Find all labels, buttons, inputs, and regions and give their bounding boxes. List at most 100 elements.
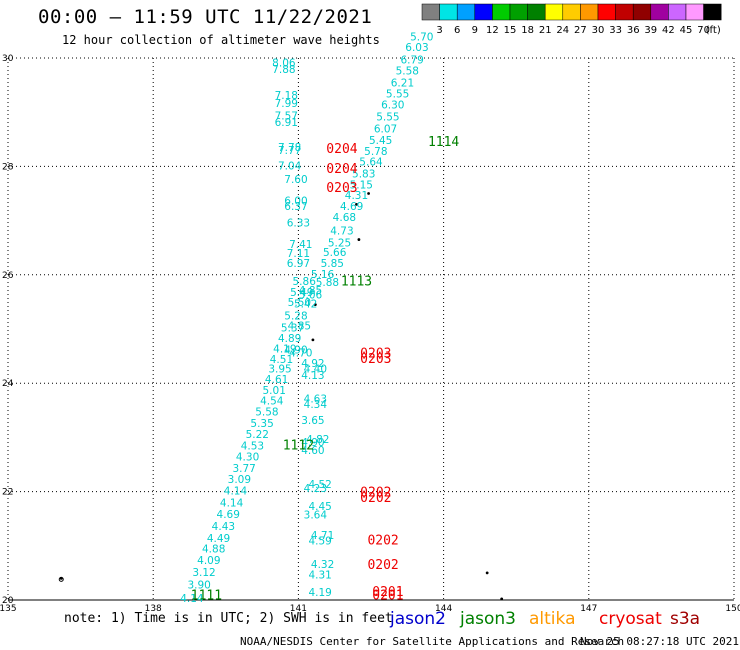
wave-height-label: 6.21: [391, 77, 414, 89]
wave-height-label: 4.14: [180, 593, 204, 605]
y-tick-label: 22: [2, 488, 13, 498]
wave-height-label: 7.77: [278, 145, 301, 157]
y-tick-label: 28: [2, 162, 14, 172]
wave-height-label: 4.59: [308, 535, 331, 547]
wave-height-label: 4.23: [304, 483, 327, 495]
pass-time-label: 0204: [326, 142, 357, 157]
credit-text: NOAA/NESDIS Center for Satellite Applica…: [240, 635, 625, 648]
wave-height-label: 4.69: [217, 509, 240, 521]
colorbar-swatch: [703, 3, 722, 21]
wave-height-label: 7.18: [275, 90, 298, 102]
wave-height-label: 4.69: [340, 201, 363, 213]
colorbar-label: (ft): [706, 25, 721, 36]
wave-height-label: 4.45: [308, 501, 331, 513]
colorbar-label: 36: [627, 25, 640, 36]
wave-height-label: 5.25: [328, 237, 351, 249]
wave-height-label: 3.90: [187, 579, 210, 591]
wave-height-label: 4.85: [288, 320, 311, 332]
wave-height-label: 4.52: [308, 479, 331, 491]
wave-height-label: 7.99: [275, 98, 298, 110]
wave-height-label: 4.31: [345, 190, 368, 202]
wave-height-label: 4.40: [304, 364, 327, 376]
colorbar-label: 18: [521, 25, 534, 36]
wave-height-label: 4.19: [308, 587, 331, 599]
wave-height-label: 5.35: [250, 418, 273, 430]
wave-height-label: 5.66: [323, 247, 347, 259]
wave-height-label: 4.92: [301, 358, 324, 370]
wave-height-label: 6.33: [287, 217, 310, 229]
wave-height-label: 5.22: [246, 429, 269, 441]
wave-height-label: 4.30: [236, 451, 259, 463]
wave-height-label: 4.73: [330, 225, 353, 237]
wave-height-label: 4.43: [212, 521, 235, 533]
wave-height-label: 4.34: [304, 399, 328, 411]
legend-jason2: jason2: [390, 609, 446, 629]
colorbar-label: 9: [472, 25, 478, 36]
wave-height-label: 7.60: [284, 174, 307, 186]
wave-height-label: 6.30: [381, 100, 404, 112]
colorbar-label: 33: [609, 25, 622, 36]
island-marker: [313, 303, 317, 307]
wave-height-label: 4.63: [304, 393, 327, 405]
legend-s3a: s3a: [670, 609, 701, 629]
pass-time-label: 0203: [326, 181, 357, 196]
wave-height-label: 4.90: [301, 437, 324, 449]
wave-height-label: 6.97: [287, 258, 310, 270]
wave-height-label: 5.16: [311, 269, 335, 281]
pass-time-label: 0202: [360, 491, 391, 506]
wave-height-label: 5.70: [410, 31, 433, 43]
island-marker: [367, 192, 370, 195]
pass-time-label: 1113: [341, 274, 372, 289]
colorbar-label: 45: [680, 25, 693, 36]
colorbar-label: 39: [644, 25, 657, 36]
wave-height-label: 5.58: [396, 66, 419, 78]
wave-height-label: 6.37: [284, 201, 307, 213]
y-tick-label: 24: [2, 379, 14, 389]
wave-height-label: 5.45: [369, 135, 392, 147]
colorbar-label: 3: [436, 25, 442, 36]
wave-height-label: 3.77: [232, 463, 255, 475]
wave-height-label: 4.09: [197, 555, 220, 567]
island-marker: [355, 202, 358, 206]
wave-height-label: 8.06: [272, 57, 296, 69]
y-tick-label: 30: [2, 54, 14, 64]
wave-height-label: 5.01: [263, 385, 286, 397]
colorbar-label: 24: [556, 25, 569, 36]
wave-height-label: 4.82: [306, 434, 329, 446]
chart-title: 00:00 – 11:59 UTC 11/22/2021: [38, 6, 373, 28]
wave-height-label: 3.12: [192, 567, 215, 579]
wave-height-label: 5.42: [294, 299, 317, 311]
island-marker: [58, 576, 64, 582]
wave-height-label: 4.14: [224, 486, 248, 498]
colorbar-label: 15: [504, 25, 517, 36]
note-text: note: 1) Time is in UTC; 2) SWH is in fe…: [64, 611, 393, 626]
wave-height-label: 4.88: [202, 544, 225, 556]
pass-time-label: 1111: [191, 589, 222, 604]
pass-time-label: 0204: [326, 162, 357, 177]
wave-height-label: 5.50: [288, 297, 311, 309]
colorbar-label: 12: [486, 25, 499, 36]
wave-height-label: 6.07: [374, 124, 397, 136]
wave-height-label: 5.78: [364, 146, 387, 158]
x-tick-label: 141: [290, 604, 307, 614]
island-marker: [500, 597, 504, 601]
x-tick-label: 135: [0, 604, 17, 614]
island-marker: [485, 571, 489, 575]
wave-height-label: 5.49: [290, 287, 313, 299]
wave-height-label: 4.60: [301, 445, 324, 457]
wave-height-label: 7.04: [278, 160, 302, 172]
colorbar-label: 21: [539, 25, 552, 36]
timestamp-text: Nov 25 08:27:18 UTC 2021: [580, 635, 739, 648]
legend-cryosat: cryosat: [599, 609, 662, 629]
y-tick-label: 26: [2, 271, 14, 281]
pass-time-label: 0201: [372, 589, 403, 604]
wave-height-label: 5.85: [321, 258, 344, 270]
pass-time-label: 0202: [367, 558, 398, 573]
wave-height-label: 4.54: [260, 396, 284, 408]
pass-time-label: 1114: [428, 135, 459, 150]
wave-height-label: 4.13: [301, 370, 324, 382]
chart-subtitle: 12 hour collection of altimeter wave hei…: [62, 33, 380, 47]
wave-height-label: 5.58: [255, 406, 278, 418]
pass-time-label: 0202: [360, 486, 391, 501]
